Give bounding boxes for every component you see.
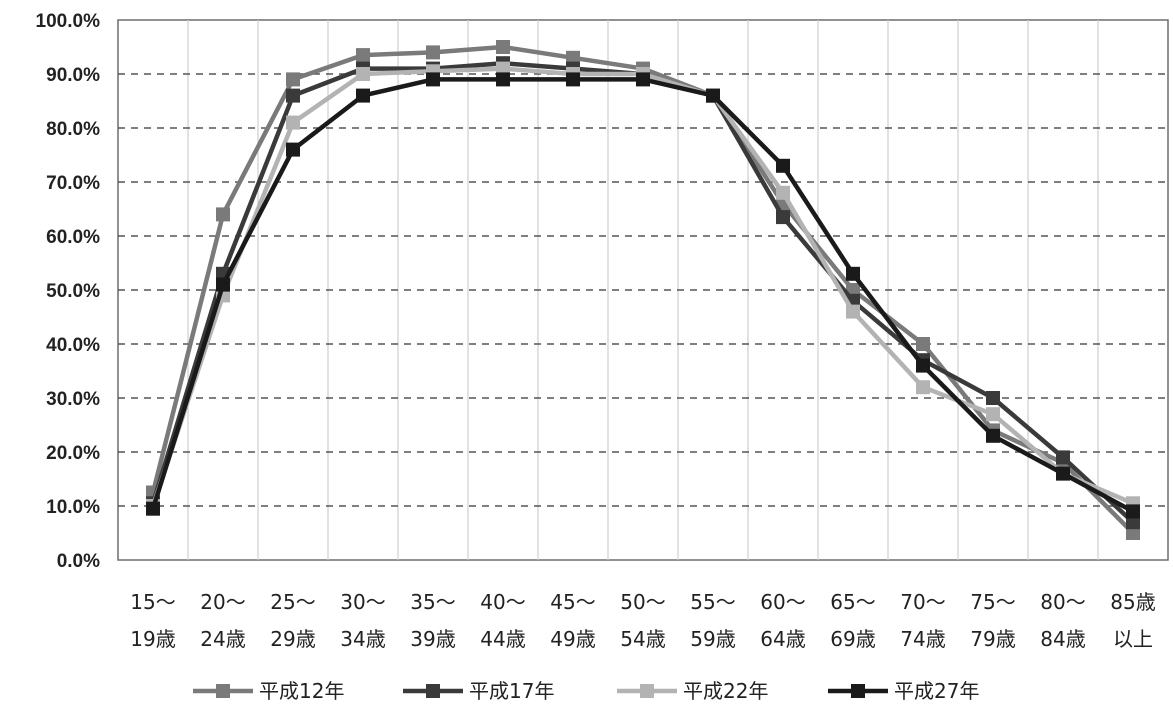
data-point xyxy=(916,358,930,373)
x-tick-label: 75～ xyxy=(970,590,1015,614)
data-point xyxy=(496,40,510,54)
x-tick-label: 59歳 xyxy=(690,627,735,651)
legend-label: 平成12年 xyxy=(259,679,344,703)
data-point xyxy=(776,158,790,173)
legend-item: 平成17年 xyxy=(403,679,554,703)
y-tick-label: 90.0% xyxy=(46,65,100,86)
data-point xyxy=(496,72,510,87)
legend-marker xyxy=(640,684,654,698)
x-tick-label: 25～ xyxy=(270,590,315,614)
x-tick-label: 39歳 xyxy=(410,627,455,651)
data-point xyxy=(986,428,1000,443)
data-point xyxy=(496,61,510,76)
x-tick-label: 79歳 xyxy=(970,627,1015,651)
data-point xyxy=(426,45,440,60)
data-point xyxy=(916,380,930,395)
x-tick-label: 44歳 xyxy=(480,627,525,651)
data-point xyxy=(286,142,300,157)
legend-label: 平成27年 xyxy=(894,679,979,703)
legend-item: 平成12年 xyxy=(193,679,344,703)
x-tick-label: 49歳 xyxy=(550,627,595,651)
legend-marker xyxy=(426,684,440,698)
data-point xyxy=(636,72,650,87)
legend-label: 平成17年 xyxy=(469,679,554,703)
data-point xyxy=(216,277,230,292)
data-point xyxy=(566,50,580,65)
data-point xyxy=(356,67,370,81)
data-point xyxy=(846,304,860,319)
legend-item: 平成22年 xyxy=(617,679,768,703)
x-tick-label: 70～ xyxy=(900,590,945,614)
x-tick-label: 20～ xyxy=(200,590,245,614)
x-tick-label: 50～ xyxy=(620,590,665,614)
x-tick-label: 24歳 xyxy=(200,627,245,651)
x-tick-label: 84歳 xyxy=(1040,627,1085,651)
data-point xyxy=(846,266,860,281)
y-tick-label: 80.0% xyxy=(46,119,100,140)
x-tick-label: 40～ xyxy=(480,590,525,614)
x-tick-label: 30～ xyxy=(340,590,385,614)
y-tick-label: 60.0% xyxy=(46,227,100,248)
data-point xyxy=(1126,504,1140,519)
x-tick-label: 29歳 xyxy=(270,627,315,651)
series-4 xyxy=(146,72,1140,519)
y-tick-label: 50.0% xyxy=(46,281,100,302)
x-tick-label: 60～ xyxy=(760,590,805,614)
data-point xyxy=(286,115,300,130)
legend-marker xyxy=(851,684,865,698)
data-point xyxy=(356,88,370,103)
data-point xyxy=(1126,526,1140,540)
x-tick-label: 以上 xyxy=(1113,627,1153,651)
data-point xyxy=(286,88,300,103)
legend-marker xyxy=(216,684,230,698)
data-point xyxy=(1056,450,1070,465)
legend-label: 平成22年 xyxy=(683,679,768,703)
data-point xyxy=(916,337,930,351)
x-tick-label: 85歳 xyxy=(1110,590,1155,614)
y-tick-label: 20.0% xyxy=(46,443,100,464)
legend-item: 平成27年 xyxy=(828,679,979,703)
x-tick-label: 69歳 xyxy=(830,627,875,651)
y-tick-label: 0.0% xyxy=(57,551,100,572)
x-tick-label: 80～ xyxy=(1040,590,1085,614)
y-tick-label: 30.0% xyxy=(46,389,100,410)
data-point xyxy=(356,48,370,63)
x-tick-label: 65～ xyxy=(830,590,875,614)
y-tick-label: 40.0% xyxy=(46,335,100,356)
y-tick-label: 100.0% xyxy=(36,11,101,32)
data-point xyxy=(986,407,1000,422)
data-point xyxy=(776,210,790,225)
data-point xyxy=(216,207,230,222)
x-tick-label: 55～ xyxy=(690,590,735,614)
x-tick-label: 15～ xyxy=(130,590,175,614)
data-point xyxy=(1126,515,1140,530)
x-tick-label: 19歳 xyxy=(130,627,175,651)
data-point xyxy=(566,72,580,87)
x-tick-label: 54歳 xyxy=(620,627,665,651)
y-tick-label: 10.0% xyxy=(46,497,100,518)
data-point xyxy=(776,185,790,200)
data-point xyxy=(1056,466,1070,481)
y-tick-label: 70.0% xyxy=(46,173,100,194)
data-point xyxy=(986,391,1000,405)
data-point xyxy=(146,501,160,516)
x-tick-label: 64歳 xyxy=(760,627,805,651)
x-tick-label: 35～ xyxy=(410,590,455,614)
data-point xyxy=(706,88,720,103)
x-tick-label: 74歳 xyxy=(900,627,945,651)
x-tick-label: 34歳 xyxy=(340,627,385,651)
data-point xyxy=(286,72,300,87)
data-point xyxy=(426,72,440,87)
x-tick-label: 45～ xyxy=(550,590,595,614)
